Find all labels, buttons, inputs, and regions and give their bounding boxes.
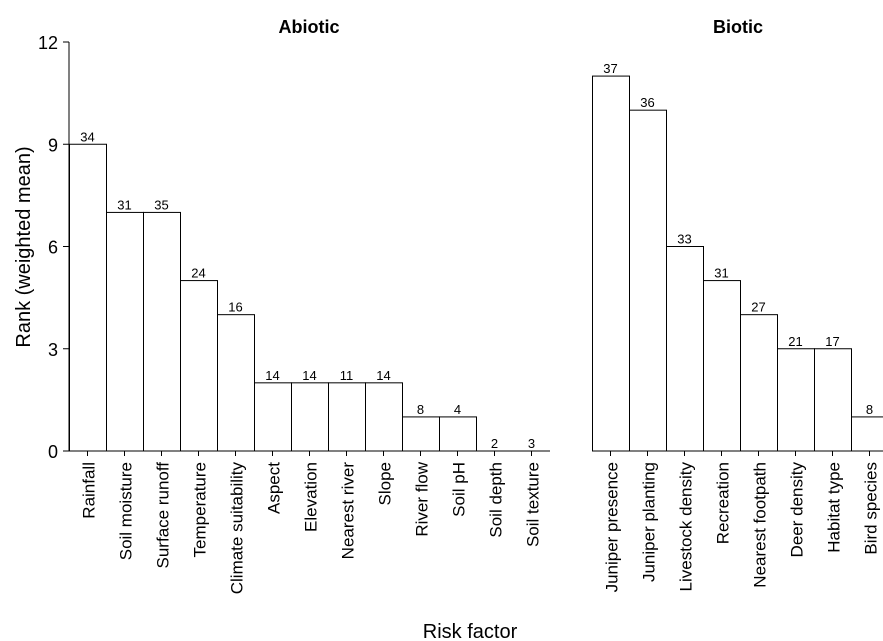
x-tick-label: Surface runoff [154, 462, 173, 569]
x-tick-label: Rainfall [80, 462, 99, 519]
bar-value-label: 14 [265, 368, 279, 383]
bar [703, 280, 741, 452]
bar-value-label: 2 [491, 436, 498, 451]
x-tick-label: Slope [376, 462, 395, 505]
bar-value-label: 36 [640, 95, 654, 110]
bar [365, 382, 403, 452]
x-tick-label: Soil pH [450, 462, 469, 517]
y-tick-label: 0 [48, 442, 58, 462]
x-axis-label: Risk factor [423, 621, 518, 641]
bar-value-label: 4 [454, 402, 461, 417]
x-tick-label: Soil texture [524, 462, 543, 547]
x-tick-label: Juniper presence [603, 462, 622, 592]
bar [69, 143, 107, 452]
bar [291, 382, 329, 452]
bar-value-label: 17 [825, 334, 839, 349]
x-tick-label: Elevation [302, 462, 321, 532]
y-tick-label: 9 [48, 135, 58, 155]
panel-title-abiotic: Abiotic [279, 17, 340, 37]
x-tick-label: Aspect [265, 462, 284, 514]
bar-value-label: 34 [80, 129, 94, 144]
x-tick-label: Soil depth [487, 462, 506, 538]
bar-value-label: 8 [866, 402, 873, 417]
x-tick-label: River flow [413, 461, 432, 536]
bar-value-label: 27 [751, 300, 765, 315]
x-tick-label: Habitat type [825, 462, 844, 553]
x-tick-label: Livestock density [677, 462, 696, 592]
x-tick-label: Deer density [788, 462, 807, 558]
bar-value-label: 14 [302, 368, 316, 383]
x-tick-label: Nearest river [339, 462, 358, 560]
y-axis: 0 3 6 9 12 [38, 33, 70, 462]
x-tick-label: Temperature [191, 462, 210, 557]
bar [592, 75, 630, 452]
y-tick-label: 3 [48, 340, 58, 360]
x-tick-label: Recreation [714, 462, 733, 544]
bar-value-label: 33 [677, 232, 691, 247]
panel-title-biotic: Biotic [713, 17, 763, 37]
bar [629, 109, 667, 452]
x-tick-label: Nearest footpath [751, 462, 770, 588]
bar [666, 246, 704, 452]
bar [217, 314, 255, 452]
bar [143, 211, 181, 452]
bar-value-label: 24 [191, 266, 205, 281]
bar [777, 348, 815, 452]
bar-value-label: 11 [340, 368, 354, 383]
bar-value-label: 31 [117, 197, 131, 212]
bar [254, 382, 292, 452]
bar [851, 416, 883, 452]
bar-value-label: 8 [417, 402, 424, 417]
x-tick-label: Bird species [862, 462, 881, 555]
panel-biotic: Biotic 37 Juniper presence 36 Juniper plant… [592, 17, 883, 592]
bar-value-label: 37 [603, 61, 617, 76]
y-tick-label: 12 [38, 33, 58, 53]
bar-value-label: 31 [714, 266, 728, 281]
y-tick-label: 6 [48, 238, 58, 258]
bar-value-label: 14 [376, 368, 390, 383]
x-tick-label: Soil moisture [117, 462, 136, 560]
bar-value-label: 21 [788, 334, 802, 349]
bar [740, 314, 778, 452]
bar [106, 211, 144, 452]
y-axis-label: Rank (weighted mean) [13, 146, 35, 347]
x-tick-label: Climate suitability [228, 462, 247, 595]
bar [402, 416, 440, 452]
bar-value-label: 3 [528, 436, 535, 451]
bar-value-label: 35 [154, 197, 168, 212]
x-tick-label: Juniper planting [640, 462, 659, 582]
bar [814, 348, 852, 452]
bar-value-label: 16 [228, 300, 242, 315]
bar [180, 280, 218, 452]
bar [328, 382, 366, 452]
bar [439, 416, 477, 452]
